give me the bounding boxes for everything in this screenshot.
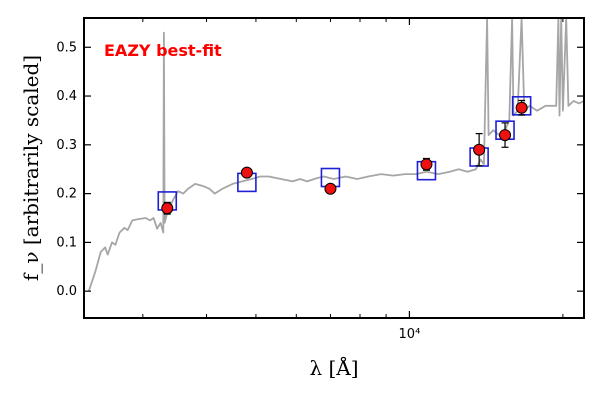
y-tick-label: 0.4 (56, 89, 77, 104)
y-tick-label: 0.1 (56, 235, 77, 250)
observed-photometry-markers (161, 99, 528, 215)
observed-photometry-point (515, 101, 528, 114)
y-axis-label: f_ν [arbitrarily scaled] (19, 55, 43, 281)
axes: 0.0 0.1 0.2 0.3 0.4 0.5 10⁴ (56, 17, 585, 342)
annotation-label: EAZY best-fit (104, 41, 222, 60)
observed-photometry-point (240, 166, 253, 179)
plot-area (87, 17, 585, 292)
axes-frame (83, 17, 585, 319)
observed-photometry-point (499, 129, 512, 142)
x-tick-label: 10⁴ (399, 327, 421, 342)
y-tick-label: 0.5 (56, 40, 77, 55)
observed-photometry-point (420, 158, 433, 171)
observed-photometry-point (324, 182, 337, 195)
observed-photometry-point (473, 143, 486, 156)
y-tick-label: 0.0 (56, 284, 77, 299)
observed-photometry-point (161, 202, 174, 215)
x-axis-label: λ [Å] (309, 355, 358, 380)
y-tick-label: 0.2 (56, 187, 77, 202)
y-tick-label: 0.3 (56, 138, 77, 153)
template-spectrum-line (87, 17, 585, 292)
